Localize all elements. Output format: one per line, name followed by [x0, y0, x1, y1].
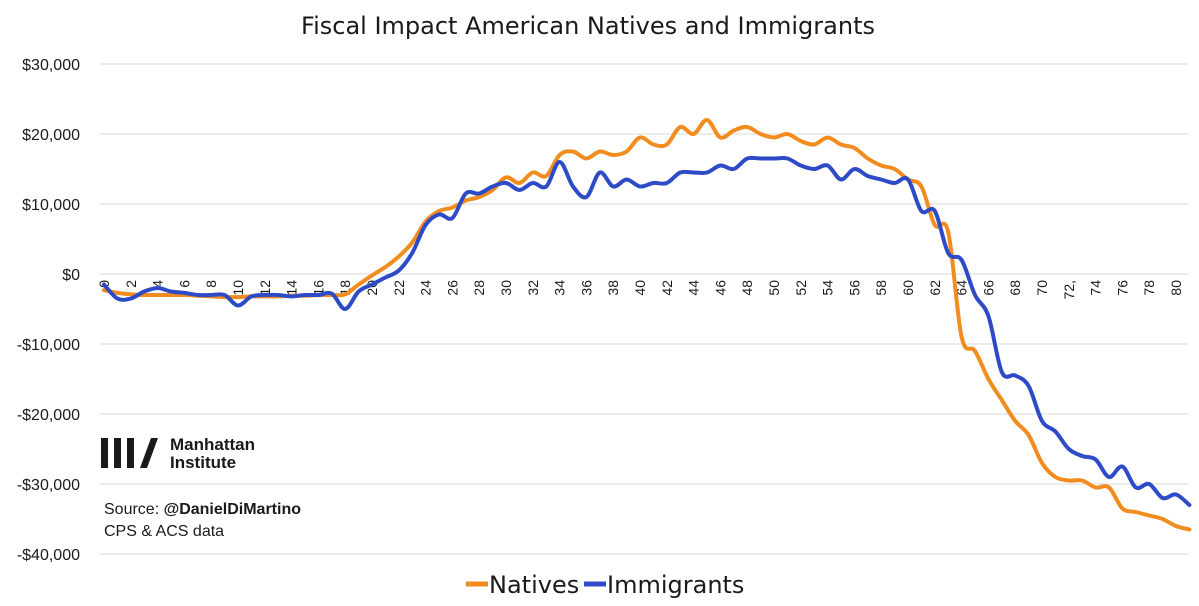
x-tick-label: 6 [176, 280, 192, 288]
legend: Natives Immigrants [466, 571, 744, 599]
y-tick-label: -$30,000 [17, 477, 80, 494]
legend-label-immigrants: Immigrants [607, 571, 744, 599]
x-tick-label: 56 [846, 280, 862, 296]
x-tick-label: 50 [766, 280, 782, 296]
x-tick-label: 44 [686, 280, 702, 296]
x-tick-label: 24 [418, 280, 434, 296]
x-tick-label: 34 [552, 280, 568, 296]
x-tick-label: 22 [391, 280, 407, 296]
series-line-immigrants [102, 155, 1192, 507]
series-line-natives [102, 118, 1192, 532]
x-tick-label: 70 [1034, 280, 1050, 296]
gridlines [100, 63, 1188, 555]
y-tick-label: $0 [62, 267, 80, 284]
x-tick-label: 16 [310, 280, 326, 296]
x-tick-label: 74 [1088, 280, 1104, 296]
x-tick-label: 38 [605, 280, 621, 296]
x-tick-label: 8 [203, 280, 219, 288]
x-tick-label: 10 [230, 280, 246, 296]
x-tick-label: 28 [471, 280, 487, 296]
x-tick-label: 72, [1061, 280, 1077, 299]
y-tick-label: $30,000 [22, 57, 80, 74]
x-tick-label: 26 [444, 280, 460, 296]
x-tick-label: 78 [1141, 280, 1157, 296]
logo-line-1: Manhattan [170, 435, 255, 454]
x-tick-label: 66 [980, 280, 996, 296]
x-tick-label: 2 [123, 280, 139, 288]
x-axis-ticks: 0 2 4 6 8 10 12 14 16 18 20 22 24 26 28 30 32 34 36 38 40 42 4… [96, 280, 1184, 300]
x-tick-label: 76 [1114, 280, 1130, 296]
x-tick-label: 32 [525, 280, 541, 296]
y-tick-label: -$10,000 [17, 337, 80, 354]
y-tick-label: -$40,000 [17, 547, 80, 564]
x-tick-label: 40 [632, 280, 648, 296]
logo-mark-icon [101, 438, 158, 468]
legend-label-natives: Natives [489, 571, 579, 599]
source-handle: @DanielDiMartino [164, 501, 302, 518]
chart-title: Fiscal Impact American Natives and Immig… [301, 12, 875, 40]
x-tick-label: 36 [578, 280, 594, 296]
source-prefix: Source: [104, 501, 164, 518]
source-credit: Source: @DanielDiMartino [104, 501, 301, 518]
x-tick-label: 30 [498, 280, 514, 296]
x-tick-label: 54 [820, 280, 836, 296]
y-axis-ticks: $30,000 $20,000 $10,000 $0 -$10,000 -$20,000 -… [17, 57, 80, 564]
x-tick-label: 62 [927, 280, 943, 296]
y-tick-label: $20,000 [22, 127, 80, 144]
y-tick-label: $10,000 [22, 197, 80, 214]
x-tick-label: 80 [1168, 280, 1184, 296]
manhattan-institute-logo: Manhattan Institute [101, 435, 255, 472]
x-tick-label: 4 [150, 280, 166, 288]
x-tick-label: 14 [284, 280, 300, 296]
x-tick-label: 12 [257, 280, 273, 296]
y-tick-label: -$20,000 [17, 407, 80, 424]
logo-line-2: Institute [170, 453, 236, 472]
x-tick-label: 48 [739, 280, 755, 296]
series-lines [102, 118, 1192, 532]
x-tick-label: 58 [873, 280, 889, 296]
x-tick-label: 60 [900, 280, 916, 296]
x-tick-label: 68 [1007, 280, 1023, 296]
x-tick-label: 42 [659, 280, 675, 296]
x-tick-label: 52 [793, 280, 809, 296]
source-note: CPS & ACS data [104, 523, 224, 540]
x-tick-label: 46 [712, 280, 728, 296]
